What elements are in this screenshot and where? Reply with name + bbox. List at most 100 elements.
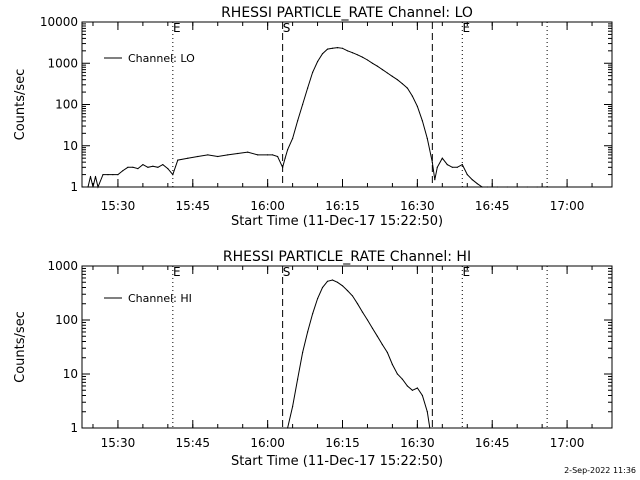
data-point <box>217 155 219 158</box>
x-tick-label-0-6: 17:00 <box>550 199 585 213</box>
data-point <box>326 280 329 282</box>
x-axis-label-1: Start Time (11-Dec-17 15:22:50) <box>231 454 443 469</box>
marker-letter-1-1: S <box>283 265 291 279</box>
data-point <box>396 373 398 375</box>
chart-title-0: RHESSI PARTICLE_RATE Channel: LO <box>221 5 473 21</box>
data-point <box>416 387 418 389</box>
x-tick-label-1-1: 15:45 <box>175 436 210 450</box>
data-point <box>381 69 383 71</box>
x-tick-label-1-3: 16:15 <box>325 436 360 450</box>
data-point <box>366 319 369 321</box>
x-tick-label-1-2: 16:00 <box>250 436 285 450</box>
data-point <box>434 179 436 181</box>
data-point <box>546 186 548 188</box>
data-point <box>346 50 349 52</box>
data-point <box>292 137 294 140</box>
marker-letter-0-0: E <box>173 21 181 35</box>
y-tick-label-1-2: 100 <box>55 313 78 327</box>
data-point <box>536 186 538 188</box>
data-point <box>227 154 229 156</box>
data-point <box>341 47 344 49</box>
data-point <box>297 120 299 122</box>
data-point <box>292 405 294 408</box>
x-tick-label-0-2: 16:00 <box>250 199 285 213</box>
data-point <box>94 175 97 178</box>
data-point <box>157 166 159 168</box>
data-point <box>267 154 269 156</box>
plot-frame-0 <box>81 21 613 188</box>
data-point <box>247 151 249 153</box>
data-point <box>401 378 403 380</box>
data-point <box>356 303 359 305</box>
data-point <box>526 186 528 188</box>
data-point <box>302 103 304 106</box>
data-point <box>451 166 453 168</box>
x-tick-label-0-1: 15:45 <box>175 199 210 213</box>
data-point <box>307 87 309 89</box>
data-point <box>132 166 134 168</box>
data-point <box>317 297 319 300</box>
data-point <box>416 105 418 107</box>
data-point <box>391 363 393 366</box>
data-point <box>312 313 314 315</box>
data-point <box>302 351 304 354</box>
data-point <box>431 161 433 163</box>
data-point <box>331 47 334 49</box>
data-point <box>307 331 309 333</box>
data-point <box>401 83 403 85</box>
data-point <box>421 394 423 397</box>
data-point <box>272 154 274 156</box>
data-point <box>386 351 388 354</box>
data-point <box>117 174 119 176</box>
data-point <box>97 186 99 188</box>
data-point <box>436 166 438 168</box>
data-point <box>277 155 279 158</box>
data-point <box>167 168 169 170</box>
data-point <box>207 154 209 156</box>
data-point <box>92 186 94 188</box>
data-point <box>142 164 144 166</box>
data-point <box>406 385 408 387</box>
y-tick-label-0-1: 10 <box>63 139 78 153</box>
data-point <box>426 411 428 413</box>
series-line-1-0 <box>287 279 431 429</box>
data-point <box>237 152 239 155</box>
data-point <box>411 389 413 391</box>
data-point <box>312 71 314 73</box>
data-point <box>421 120 423 122</box>
data-point <box>466 174 468 176</box>
y-tick-label-1-3: 1000 <box>47 259 78 273</box>
data-point <box>122 170 124 172</box>
x-tick-label-1-6: 17:00 <box>550 436 585 450</box>
data-point <box>152 165 154 167</box>
y-tick-label-0-4: 10000 <box>40 15 78 29</box>
data-point <box>102 174 104 176</box>
chart-title-1: RHESSI PARTICLE_RATE Channel: HI <box>223 249 471 265</box>
marker-letter-0-3: E <box>462 21 470 35</box>
data-point <box>461 164 463 166</box>
data-point <box>197 155 199 158</box>
x-tick-label-1-4: 16:30 <box>400 436 435 450</box>
marker-letter-1-0: E <box>173 265 181 279</box>
data-point <box>441 157 443 159</box>
data-point <box>282 166 284 168</box>
y-tick-label-0-3: 1000 <box>47 56 78 70</box>
x-axis-label-0: Start Time (11-Dec-17 15:22:50) <box>231 214 443 229</box>
plot-frame-1 <box>81 265 613 429</box>
data-point <box>172 174 174 176</box>
y-axis-label-0: Counts/sec <box>13 69 28 141</box>
data-point <box>112 174 114 176</box>
data-point <box>496 186 498 188</box>
data-point <box>336 281 339 283</box>
data-point <box>371 327 374 329</box>
data-point <box>471 179 473 181</box>
x-tick-label-1-5: 16:45 <box>475 436 510 450</box>
data-point <box>456 166 458 168</box>
legend-label-1: Channel: HI <box>128 292 192 305</box>
data-point <box>107 174 109 176</box>
data-point <box>351 295 354 297</box>
data-point <box>476 183 478 185</box>
data-point <box>426 137 428 140</box>
